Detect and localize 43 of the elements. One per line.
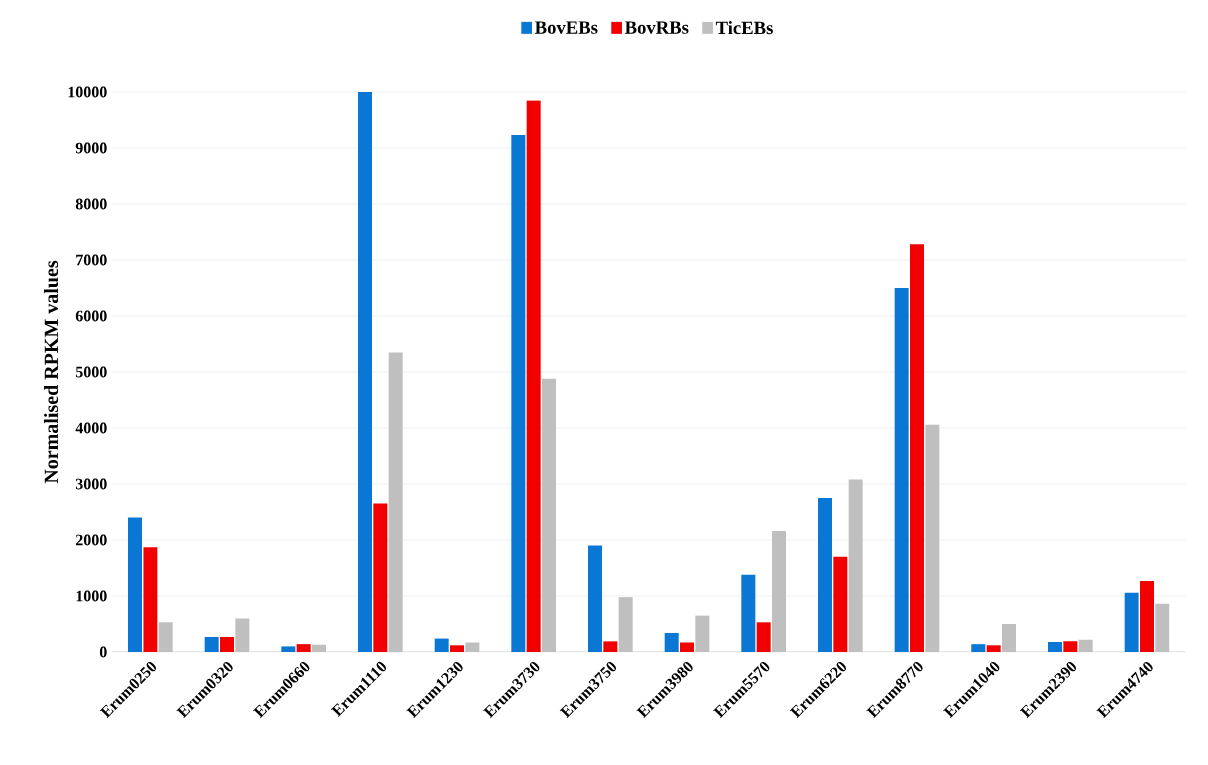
bar (128, 517, 142, 652)
y-tick-label: 7000 (76, 254, 107, 266)
bar (204, 636, 219, 652)
y-tick-label: 3000 (75, 478, 107, 490)
bar (818, 498, 832, 652)
bar (143, 547, 158, 652)
bar (511, 135, 526, 652)
y-tick-label: 4000 (75, 422, 107, 434)
y-tick-label: 6000 (75, 310, 107, 322)
bar (296, 644, 311, 652)
y-tick-label: 0 (99, 646, 107, 658)
bar (1048, 641, 1063, 652)
y-tick-label: 10000 (68, 86, 107, 98)
bar (986, 645, 1001, 652)
y-tick-label: 1000 (76, 590, 107, 602)
legend-label: BovEBs (534, 21, 598, 34)
y-tick-label: 5000 (75, 366, 107, 378)
y-tick-label: 8000 (75, 198, 107, 210)
bar (220, 636, 234, 652)
bar (588, 545, 603, 652)
legend-label: TicEBs (715, 21, 773, 35)
bar (971, 644, 986, 652)
legend-label: BovRBs (624, 21, 689, 34)
bar (603, 641, 618, 652)
bar (358, 92, 372, 652)
bar (894, 288, 909, 652)
bar (833, 556, 848, 652)
y-axis-title: Normalised RPKM values (44, 260, 59, 484)
bar (756, 622, 771, 652)
bar (910, 244, 924, 652)
bar (1124, 592, 1139, 652)
bar (434, 638, 449, 652)
bar (680, 642, 695, 652)
bar (526, 100, 541, 652)
y-tick-label: 2000 (75, 534, 107, 546)
bar (664, 632, 679, 652)
bar (373, 503, 388, 652)
bar (1063, 641, 1078, 652)
bar (450, 645, 464, 652)
y-tick-label: 9000 (75, 142, 107, 154)
bar (1140, 580, 1155, 652)
bar (281, 646, 296, 652)
bar (741, 574, 756, 652)
